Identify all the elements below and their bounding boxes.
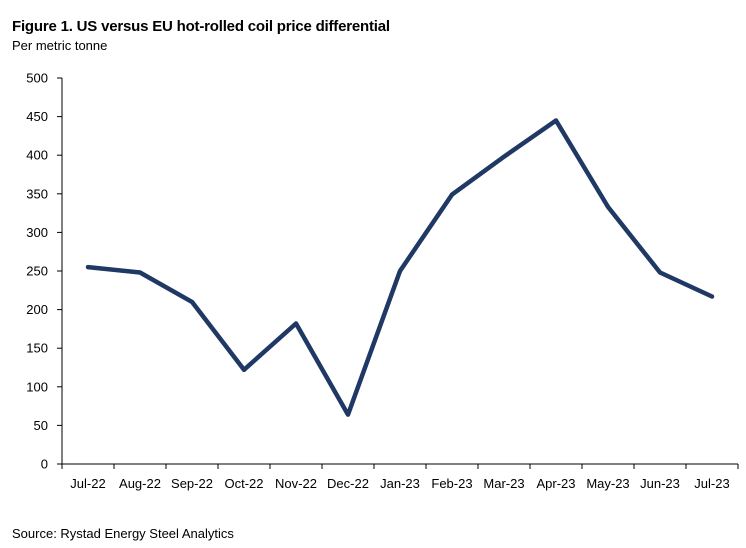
y-tick-label: 0 — [41, 457, 48, 472]
data-point — [606, 204, 610, 209]
chart-subtitle: Per metric tonne — [12, 38, 108, 53]
data-point — [294, 321, 298, 326]
x-tick-label: Nov-22 — [275, 476, 317, 491]
y-axis: 0 50 100 150 200 250 300 350 400 450 500 — [26, 71, 63, 472]
x-tick-label: Jan-23 — [380, 476, 420, 491]
x-tick-label: Mar-23 — [483, 476, 524, 491]
data-point — [242, 367, 246, 372]
y-tick-label: 350 — [26, 186, 48, 201]
y-tick-label: 400 — [26, 148, 48, 163]
data-point — [502, 154, 506, 159]
data-point — [86, 265, 90, 270]
x-tick-label: Jun-23 — [640, 476, 680, 491]
y-tick-label: 250 — [26, 264, 48, 279]
data-point — [710, 294, 714, 299]
data-point — [554, 118, 558, 123]
x-tick-label: Jul-23 — [694, 476, 729, 491]
x-tick-label: Aug-22 — [119, 476, 161, 491]
data-point — [190, 299, 194, 304]
data-point — [398, 269, 402, 273]
y-tick-label: 450 — [26, 109, 48, 124]
x-tick-label: Feb-23 — [431, 476, 472, 491]
y-tick-label: 300 — [26, 225, 48, 240]
chart-source: Source: Rystad Energy Steel Analytics — [12, 526, 234, 541]
y-tick-label: 200 — [26, 302, 48, 317]
data-point — [450, 192, 454, 197]
y-tick-label: 150 — [26, 341, 48, 356]
chart-title: Figure 1. US versus EU hot-rolled coil p… — [12, 18, 390, 35]
x-tick-label: May-23 — [586, 476, 629, 491]
y-tick-label: 500 — [26, 71, 48, 86]
data-point — [138, 270, 142, 275]
data-point — [658, 270, 662, 275]
x-tick-label: Oct-22 — [224, 476, 263, 491]
x-tick-label: Sep-22 — [171, 476, 213, 491]
x-tick-label: Apr-23 — [536, 476, 575, 491]
y-tick-label: 50 — [34, 418, 48, 433]
x-tick-label: Jul-22 — [70, 476, 105, 491]
series-line — [85, 118, 715, 417]
x-axis: Jul-22 Aug-22 Sep-22 Oct-22 Nov-22 Dec-22 Jan-… — [61, 463, 739, 491]
series-layer — [85, 118, 715, 417]
y-tick-label: 100 — [26, 379, 48, 394]
data-point — [346, 412, 350, 417]
x-tick-label: Dec-22 — [327, 476, 369, 491]
